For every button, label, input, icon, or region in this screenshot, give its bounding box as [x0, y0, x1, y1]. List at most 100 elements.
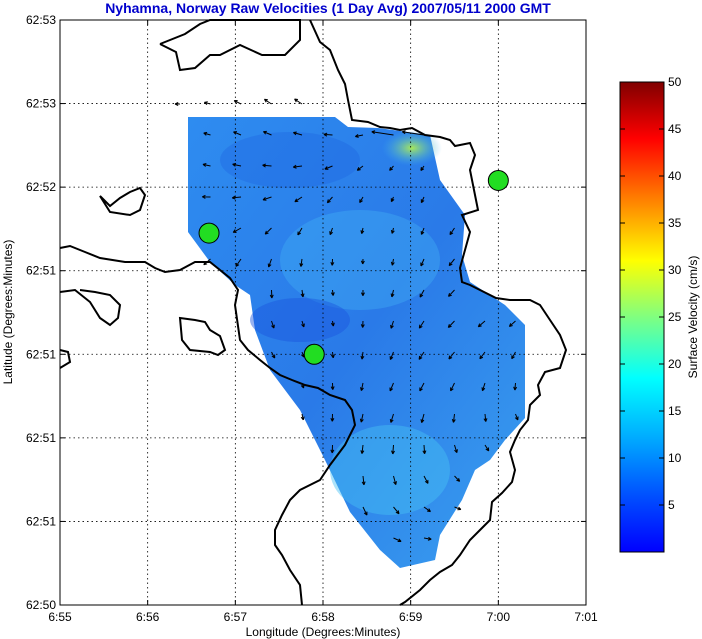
island-northwest [99, 186, 147, 217]
velocity-arrow [203, 101, 211, 106]
colorbar-tick-label: 30 [668, 263, 682, 277]
velocity-arrow [389, 165, 394, 171]
island-west [59, 288, 122, 327]
y-tick-label: 62:51 [26, 264, 56, 278]
velocity-arrow [271, 320, 275, 329]
colorbar-gradient [619, 81, 665, 553]
y-axis-label: Latitude (Degrees:Minutes) [1, 240, 15, 385]
velocity-hotspot [382, 130, 442, 166]
velocity-arrow [330, 444, 335, 454]
velocity-arrow [294, 196, 303, 203]
velocity-low-core-2 [220, 132, 360, 188]
y-tick-label: 62:51 [26, 514, 56, 528]
velocity-arrow [420, 227, 425, 235]
velocity-arrow [511, 351, 516, 360]
velocity-field [188, 117, 525, 568]
velocity-arrow [390, 289, 395, 298]
velocity-arrow [483, 413, 488, 422]
velocity-arrow [481, 382, 486, 392]
velocity-arrow [262, 196, 272, 201]
velocity-arrow [294, 98, 303, 105]
velocity-arrow [269, 289, 274, 299]
station-east-marker [487, 169, 509, 191]
velocity-arrow [422, 444, 427, 455]
velocity-arrow [262, 163, 272, 168]
velocity-arrow [393, 506, 400, 515]
velocity-arrow [451, 413, 456, 423]
velocity-arrow [361, 475, 366, 486]
velocity-arrow [390, 320, 394, 329]
velocity-arrow [300, 382, 305, 389]
x-tick-label: 7:00 [487, 610, 511, 624]
velocity-arrow [300, 413, 305, 421]
coastline-west [59, 244, 357, 606]
coastline-north [159, 19, 301, 72]
x-tick-label: 6:59 [399, 610, 423, 624]
velocity-arrow [448, 258, 455, 267]
velocity-arrow [449, 227, 455, 236]
velocity-arrow [420, 165, 425, 171]
velocity-arrow [418, 320, 425, 329]
y-tick-label: 62:52 [26, 180, 56, 194]
velocity-arrow [297, 227, 303, 236]
velocity-arrow [359, 196, 364, 204]
coastline-east [309, 19, 568, 606]
island-south [178, 316, 227, 357]
velocity-arrow [420, 196, 425, 204]
colorbar-tick-label: 5 [668, 498, 675, 512]
velocity-arrow [359, 413, 364, 423]
colorbar-tick-label: 35 [668, 216, 682, 230]
velocity-arrow [477, 320, 486, 328]
velocity-arrow [423, 475, 429, 484]
velocity-arrow [389, 351, 394, 361]
y-tick-label: 62:51 [26, 431, 56, 445]
velocity-arrow [360, 227, 365, 234]
station-west-marker [198, 222, 220, 244]
velocity-arrow [330, 258, 335, 266]
velocity-arrow [235, 258, 242, 267]
velocity-arrow [371, 130, 394, 136]
colorbar-tick-label: 50 [668, 75, 682, 89]
velocity-arrow [401, 130, 425, 136]
velocity-arrow [508, 320, 516, 328]
colorbar-tick-label: 25 [668, 310, 682, 324]
velocity-arrow [360, 320, 365, 328]
velocity-arrow [323, 132, 333, 137]
velocity-arrow [233, 100, 242, 105]
velocity-arrow [390, 258, 395, 266]
velocity-arrow [324, 165, 333, 170]
velocity-arrow [330, 320, 335, 327]
velocity-arrow [420, 413, 425, 423]
velocity-arrow [174, 102, 180, 106]
velocity-arrow [447, 289, 455, 297]
velocity-arrow [330, 413, 335, 422]
velocity-arrow [232, 162, 242, 167]
velocity-arrow [513, 382, 518, 391]
velocity-arrow [420, 258, 425, 267]
velocity-vectors [174, 98, 519, 543]
velocity-arrow [329, 227, 333, 236]
x-tick-label: 6:57 [224, 610, 248, 624]
colorbar: 5 10 15 20 25 30 35 40 45 50 Surface Velocity (cm… [619, 75, 700, 553]
velocity-arrow [232, 227, 242, 233]
velocity-cyan-band [280, 210, 440, 310]
y-tick-label: 62:53 [26, 97, 56, 111]
velocity-arrow [454, 475, 461, 482]
x-tick-label: 7:01 [574, 610, 598, 624]
velocity-arrow [390, 196, 395, 203]
colorbar-ticks: 5 10 15 20 25 30 35 40 45 50 [620, 75, 682, 512]
velocity-arrow [292, 164, 303, 169]
velocity-arrow [360, 382, 364, 391]
velocity-arrow [360, 258, 365, 265]
coastline-left-stub [59, 349, 72, 369]
station-south-marker [303, 343, 325, 365]
velocity-arrow [355, 134, 364, 138]
velocity-arrow [393, 475, 397, 485]
velocity-arrow [423, 506, 431, 513]
velocity-arrow [330, 351, 335, 359]
velocity-arrow [330, 289, 335, 296]
velocity-arrow [484, 444, 490, 452]
x-tick-label: 6:56 [136, 610, 160, 624]
velocity-arrow [233, 131, 242, 136]
